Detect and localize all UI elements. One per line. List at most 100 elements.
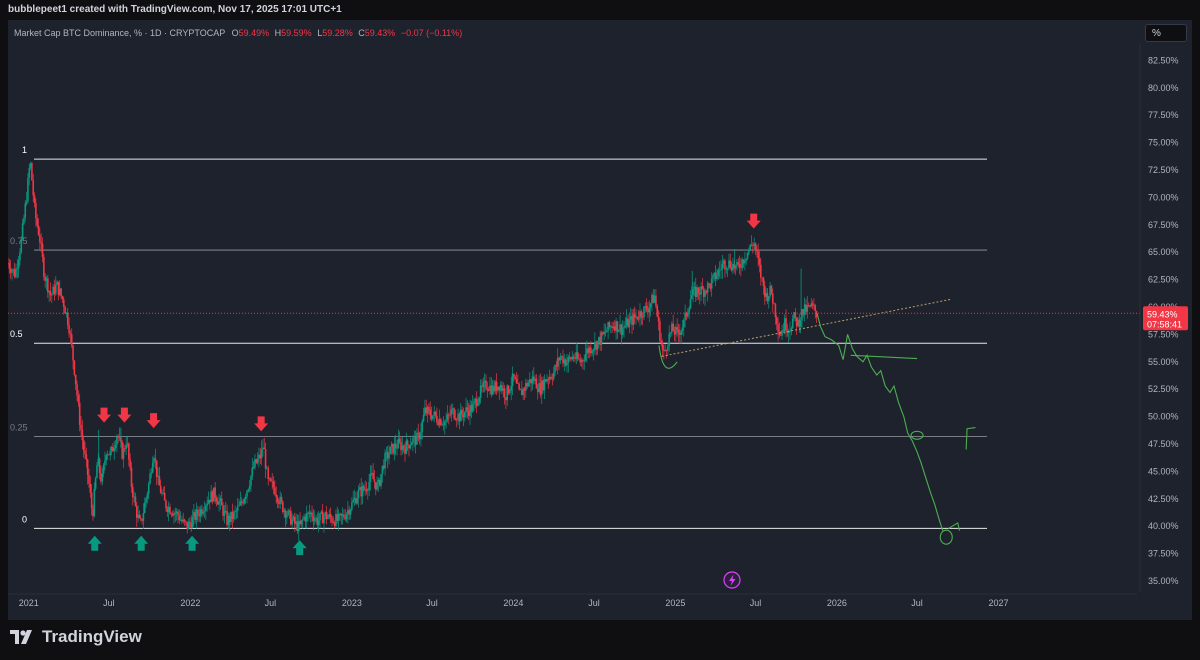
candle-body (444, 421, 446, 426)
candle-body (402, 445, 405, 449)
time-axis[interactable]: 2021 Jul 2022 Jul 2023 Jul 2024 Jul 2025 Jul 2026 J… (8, 593, 1137, 608)
candle-body (659, 321, 661, 341)
price-axis-tick-label: 45.00% (1148, 466, 1179, 476)
candle-body (663, 349, 665, 351)
time-axis-tick-label: Jul (265, 598, 277, 608)
candle-body (522, 388, 524, 396)
down-arrow-icon[interactable] (746, 213, 761, 229)
candle-body (101, 473, 104, 482)
lightning-icon[interactable] (723, 571, 741, 589)
projection-target-circle[interactable] (939, 529, 953, 545)
projection-low-curve[interactable] (658, 345, 678, 369)
candle-body (96, 465, 98, 479)
candle-body (141, 518, 143, 521)
candle-body (752, 245, 754, 246)
candle-body (421, 421, 424, 432)
candle-body (438, 419, 441, 426)
projection-loop[interactable] (910, 430, 924, 440)
candle-body (199, 509, 202, 517)
candle-body (457, 413, 459, 420)
projection-end-mark[interactable] (948, 522, 961, 531)
candle-body (122, 448, 125, 459)
up-arrow-icon[interactable] (134, 535, 149, 551)
candle-body (357, 489, 360, 499)
candle-body (527, 382, 530, 387)
candle-body (284, 510, 287, 518)
candle-body (416, 432, 418, 445)
candle-body (625, 318, 628, 326)
candle-body (37, 225, 40, 235)
tradingview-logo[interactable]: TradingView (10, 627, 142, 646)
candle-body (174, 512, 177, 514)
candle-body (311, 512, 313, 517)
candle-body (721, 263, 724, 270)
candle-body (238, 504, 240, 507)
up-arrow-icon[interactable] (87, 535, 102, 551)
projection-end-mark[interactable] (965, 427, 976, 450)
candle-body (740, 267, 742, 269)
projection-target-line[interactable] (850, 354, 918, 360)
candle-body (677, 329, 680, 333)
candle-body (70, 334, 73, 346)
candle-body (473, 401, 475, 405)
down-arrow-icon[interactable] (254, 416, 269, 432)
candle-body (562, 356, 564, 364)
candle-body (372, 472, 374, 480)
price-axis[interactable]: 82.50% 80.00% 77.50% 75.00% 72.50% 70.00% 67.5… (1139, 44, 1179, 592)
candle-body (756, 249, 758, 252)
down-arrow-icon[interactable] (97, 407, 112, 423)
symbol-legend[interactable]: Market Cap BTC Dominance, % · 1D · CRYPT… (14, 28, 462, 38)
down-arrow-icon[interactable] (146, 413, 161, 429)
candle-body (771, 293, 774, 304)
projection-path[interactable] (816, 313, 944, 531)
candle-body (54, 284, 57, 294)
candle-body (540, 380, 543, 395)
candle-body (422, 414, 425, 422)
percent-scale-button[interactable]: % (1145, 24, 1187, 42)
price-axis-tick-label: 62.50% (1148, 275, 1179, 285)
candle-body (89, 483, 92, 493)
candle-body (88, 474, 90, 484)
candle-body (513, 373, 515, 377)
candle-body (640, 311, 643, 317)
candle-body (345, 514, 348, 520)
candle-body (86, 459, 89, 475)
candle-body (239, 501, 242, 505)
trendline-drawing[interactable] (661, 298, 951, 357)
candle-body (517, 382, 519, 384)
candle-body (268, 478, 271, 480)
dotted-trendline[interactable] (661, 298, 951, 357)
candle-body (181, 519, 183, 522)
candle-body (750, 244, 753, 246)
candle-body (351, 502, 353, 510)
candle-body (636, 316, 639, 319)
arrow-markers[interactable] (87, 213, 761, 556)
candle-body (551, 378, 554, 380)
candle-body (61, 296, 64, 300)
projection-drawing[interactable] (658, 313, 976, 545)
down-arrow-icon[interactable] (117, 407, 132, 423)
up-arrow-icon[interactable] (185, 535, 200, 551)
candle-body (45, 278, 48, 281)
candle-body (613, 326, 616, 331)
open-label: O (231, 28, 239, 38)
chart-pane[interactable] (8, 20, 1192, 620)
candle-body (339, 513, 341, 515)
candle-body (53, 286, 56, 294)
candle-body (563, 359, 566, 364)
candle-body (448, 414, 450, 416)
candle-body (185, 521, 187, 523)
candle-body (72, 345, 74, 361)
candle-body (125, 444, 127, 449)
candle-body (799, 320, 802, 327)
candle-body (637, 318, 640, 320)
fibonacci-retracement[interactable]: 1 0.75 0.5 0.25 0 (10, 145, 987, 529)
candle-body (661, 342, 664, 350)
candle-body (226, 511, 228, 526)
candle-body (220, 498, 223, 506)
candle-body (16, 268, 19, 270)
candle-body (271, 481, 274, 482)
up-arrow-icon[interactable] (292, 540, 307, 556)
candle-body (574, 358, 576, 360)
